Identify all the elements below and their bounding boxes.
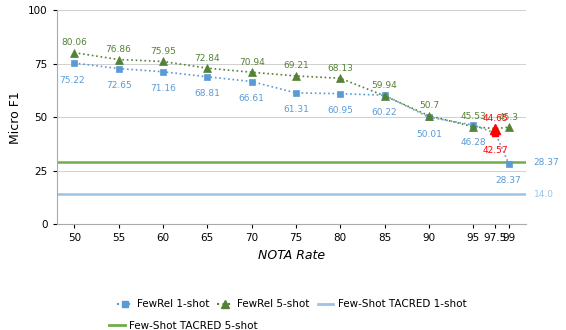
Text: 50.7: 50.7 <box>419 101 439 110</box>
Text: 45.53: 45.53 <box>460 112 486 121</box>
Text: 71.16: 71.16 <box>150 84 176 93</box>
Text: 66.61: 66.61 <box>239 94 264 103</box>
Text: 69.21: 69.21 <box>283 61 309 70</box>
Text: 46.28: 46.28 <box>460 138 486 147</box>
Text: 68.81: 68.81 <box>194 89 220 98</box>
Text: 42.57: 42.57 <box>483 146 508 154</box>
Text: 14.0: 14.0 <box>534 190 554 199</box>
Text: 60.22: 60.22 <box>372 108 397 117</box>
Text: 45.3: 45.3 <box>499 113 518 122</box>
Text: 72.65: 72.65 <box>106 81 131 90</box>
Text: 44.65: 44.65 <box>483 114 508 123</box>
Text: 59.94: 59.94 <box>372 81 397 90</box>
Text: 68.13: 68.13 <box>327 64 353 73</box>
Text: 70.94: 70.94 <box>239 58 264 67</box>
Text: 61.31: 61.31 <box>283 105 309 115</box>
Text: 75.22: 75.22 <box>59 76 84 84</box>
Text: 50.01: 50.01 <box>416 130 442 139</box>
Y-axis label: Micro F1: Micro F1 <box>10 91 23 144</box>
Text: 28.37: 28.37 <box>496 176 521 185</box>
Text: 76.86: 76.86 <box>106 45 131 54</box>
Legend: Few-Shot TACRED 5-shot: Few-Shot TACRED 5-shot <box>105 317 262 330</box>
Text: 75.95: 75.95 <box>150 47 176 56</box>
Text: 80.06: 80.06 <box>61 38 87 47</box>
Text: 28.37: 28.37 <box>534 158 559 167</box>
Text: 60.95: 60.95 <box>327 106 353 115</box>
Text: 72.84: 72.84 <box>195 53 220 63</box>
X-axis label: NOTA Rate: NOTA Rate <box>258 249 325 262</box>
